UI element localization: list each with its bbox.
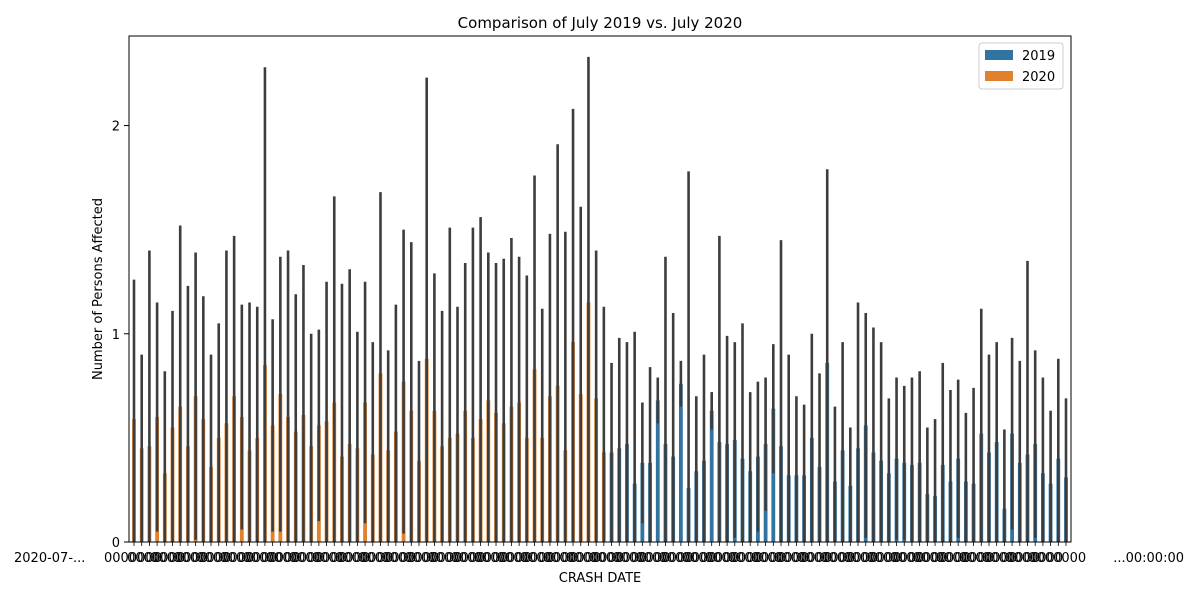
x-tick-label: 0000000 <box>890 551 948 566</box>
x-tick-label: 0000000 <box>959 551 1017 566</box>
x-tick-label: 0000000 <box>497 551 555 566</box>
chart-title: Comparison of July 2019 vs. July 2020 <box>458 14 743 32</box>
x-tick-label: 0000000 <box>797 551 855 566</box>
legend-label-2019: 2019 <box>1022 49 1055 64</box>
x-tick-label: 0000000 <box>266 551 324 566</box>
bar-2019-13 <box>709 410 714 542</box>
x-tick-label: 0000000 <box>335 551 393 566</box>
x-tick-label: 0000000 <box>220 551 278 566</box>
legend-swatch-2019 <box>985 50 1013 60</box>
x-tick-label: 0000000 <box>173 551 231 566</box>
x-tick-label: 0000000 <box>289 551 347 566</box>
x-tick-label: 0000000 <box>543 551 601 566</box>
x-tick-label: 0000000 <box>127 551 185 566</box>
x-tick-label: 0000000 <box>589 551 647 566</box>
x-tick-label: 0000000 <box>682 551 740 566</box>
y-tick-label-2: 2 <box>112 120 120 135</box>
x-tick-label: 0000000 <box>843 551 901 566</box>
x-tick-label: 0000000 <box>705 551 763 566</box>
x-tick-label: 0000000 <box>612 551 670 566</box>
x-tick-label: 0000000 <box>774 551 832 566</box>
x-tick-label: 0000000 <box>566 551 624 566</box>
x-tick-label: 0000000 <box>381 551 439 566</box>
x-axis-label: CRASH DATE <box>559 571 641 586</box>
x-tick-label: 0000000 <box>636 551 694 566</box>
x-tick-label: 0000000 <box>728 551 786 566</box>
x-tick-label-left: 2020-07-... <box>14 551 85 566</box>
x-tick-label: 0000000 <box>451 551 509 566</box>
x-tick-label: 0000000 <box>196 551 254 566</box>
bar-2019-21 <box>771 408 776 542</box>
legend-swatch-2020 <box>985 71 1013 81</box>
x-tick-label: 0000000 <box>243 551 301 566</box>
x-tick-label: 0000000 <box>659 551 717 566</box>
error-bars-layer <box>132 56 1068 542</box>
plot-frame <box>128 35 1072 543</box>
bar-2019-9 <box>678 383 683 542</box>
x-tick-label: 0000000 <box>312 551 370 566</box>
legend-label-2020: 2020 <box>1022 70 1055 85</box>
x-tick-label: 0000000 <box>404 551 462 566</box>
x-tick-label: 0000000 <box>150 551 208 566</box>
x-tick-label: 0000000 <box>1005 551 1063 566</box>
x-tick-label: 0000000 <box>867 551 925 566</box>
x-tick-label: 0000000 <box>982 551 1040 566</box>
legend: 2019 2020 <box>978 42 1064 90</box>
x-tick-label: 0000000 <box>751 551 809 566</box>
y-axis: 0 1 2 <box>112 120 129 551</box>
x-axis: 2020-07-... 00000000000000000000000000000… <box>14 542 1184 566</box>
y-tick-label-1: 1 <box>112 328 120 343</box>
x-tick-label: 0000000 <box>358 551 416 566</box>
bar-2019-6 <box>655 400 660 542</box>
x-tick-label: 0000000 <box>474 551 532 566</box>
x-tick-label: 0000000 <box>1028 551 1086 566</box>
y-axis-label: Number of Persons Affected <box>91 198 106 380</box>
x-tick-label-right: ...00:00:00 <box>1113 551 1184 566</box>
x-tick-label: 0000000 <box>428 551 486 566</box>
x-tick-label: 0000000 <box>820 551 878 566</box>
x-tick-label: 0000000 <box>104 551 162 566</box>
x-tick-label: 0000000 <box>936 551 994 566</box>
x-tick-label: 0000000 <box>913 551 971 566</box>
y-tick-label-0: 0 <box>112 536 120 551</box>
x-tick-label: 0000000 <box>520 551 578 566</box>
